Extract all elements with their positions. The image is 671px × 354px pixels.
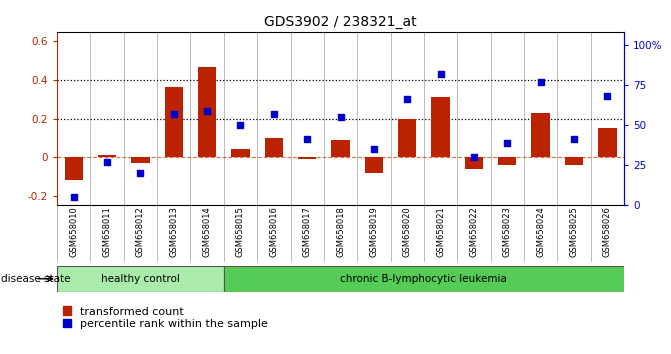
Text: GSM658019: GSM658019	[369, 206, 378, 257]
Bar	[132, 157, 150, 163]
Bar	[331, 140, 350, 157]
Point	[68, 194, 79, 200]
Text: GSM658012: GSM658012	[136, 206, 145, 257]
Point	[535, 79, 546, 85]
Bar	[498, 157, 517, 165]
Title: GDS3902 / 238321_at: GDS3902 / 238321_at	[264, 16, 417, 29]
Point	[135, 170, 146, 176]
Text: disease state: disease state	[1, 274, 70, 284]
Text: GSM658013: GSM658013	[169, 206, 178, 257]
Point	[602, 93, 613, 99]
Point	[368, 146, 379, 152]
Bar	[598, 128, 617, 157]
Bar	[365, 157, 383, 172]
Point	[302, 137, 313, 142]
Bar	[264, 138, 283, 157]
Bar	[398, 119, 417, 157]
Text: chronic B-lymphocytic leukemia: chronic B-lymphocytic leukemia	[340, 274, 507, 284]
Text: GSM658010: GSM658010	[69, 206, 79, 257]
Text: GSM658014: GSM658014	[203, 206, 211, 257]
Bar	[531, 113, 550, 157]
Bar	[565, 157, 583, 165]
Text: GSM658015: GSM658015	[236, 206, 245, 257]
Bar	[198, 67, 216, 157]
Legend: transformed count, percentile rank within the sample: transformed count, percentile rank withi…	[62, 307, 268, 329]
Text: GSM658024: GSM658024	[536, 206, 545, 257]
Point	[202, 108, 213, 113]
Bar	[64, 157, 83, 180]
Text: GSM658023: GSM658023	[503, 206, 512, 257]
Point	[235, 122, 246, 128]
Text: GSM658011: GSM658011	[103, 206, 111, 257]
Point	[402, 97, 413, 102]
Text: GSM658020: GSM658020	[403, 206, 412, 257]
Point	[468, 154, 479, 160]
Bar	[224, 266, 624, 292]
Text: GSM658021: GSM658021	[436, 206, 445, 257]
Point	[502, 140, 513, 145]
Bar	[298, 157, 316, 159]
Bar	[431, 97, 450, 157]
Text: GSM658022: GSM658022	[470, 206, 478, 257]
Bar	[231, 149, 250, 157]
Bar	[57, 266, 224, 292]
Text: GSM658026: GSM658026	[603, 206, 612, 257]
Point	[336, 114, 346, 120]
Point	[168, 111, 179, 116]
Bar	[98, 155, 116, 157]
Text: healthy control: healthy control	[101, 274, 180, 284]
Point	[268, 111, 279, 116]
Bar	[465, 157, 483, 169]
Bar	[164, 87, 183, 157]
Text: GSM658025: GSM658025	[570, 206, 578, 257]
Point	[568, 137, 579, 142]
Text: GSM658017: GSM658017	[303, 206, 312, 257]
Point	[435, 71, 446, 76]
Point	[102, 159, 113, 165]
Text: GSM658018: GSM658018	[336, 206, 345, 257]
Text: GSM658016: GSM658016	[269, 206, 278, 257]
